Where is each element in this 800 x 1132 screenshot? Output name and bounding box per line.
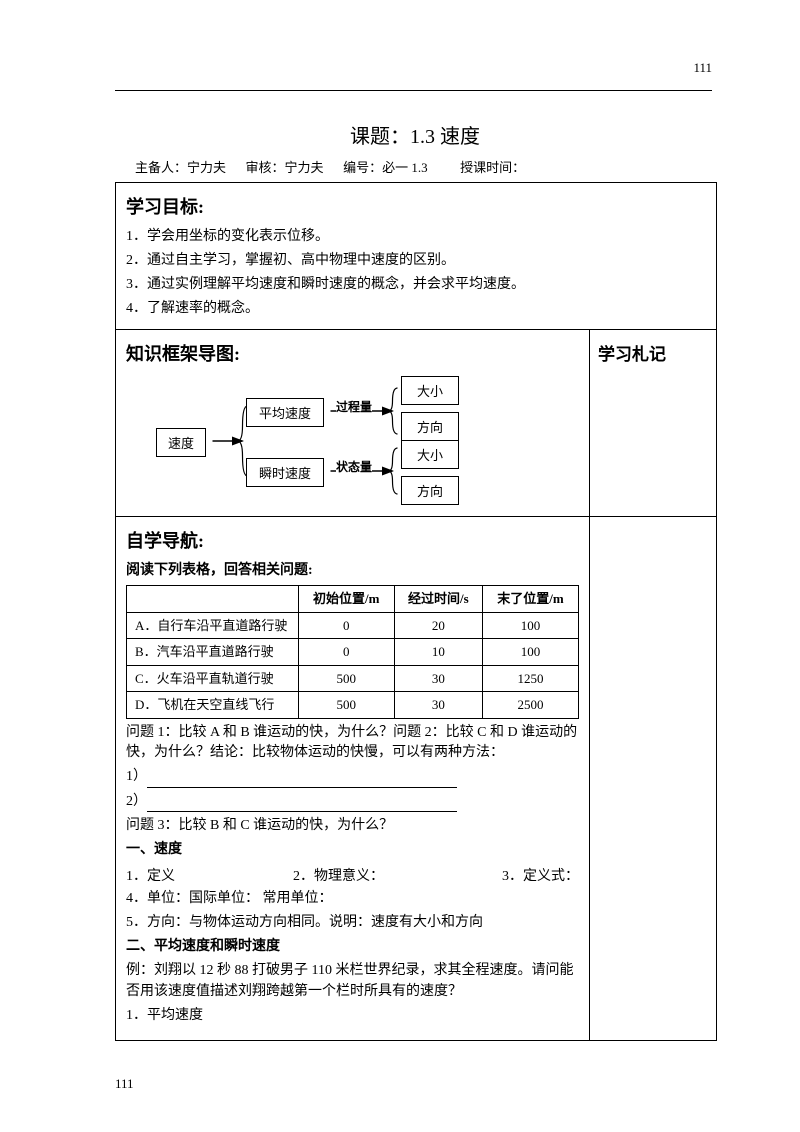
table-row: D．飞机在天空直线飞行 500 30 2500 xyxy=(127,692,579,719)
notes-column: 学习札记 xyxy=(590,330,716,516)
question-block: 问题 1：比较 A 和 B 谁运动的快，为什么？问题 2：比较 C 和 D 谁运… xyxy=(126,723,579,1027)
goals-title: 学习目标: xyxy=(126,193,706,219)
diagram-dir-2: 方向 xyxy=(401,476,459,505)
preparer-label: 主备人： xyxy=(135,160,187,175)
code-label: 编号： xyxy=(343,160,382,175)
def-3: 3．定义式： xyxy=(502,865,579,885)
table-cell: 500 xyxy=(298,665,394,692)
table-cell: 100 xyxy=(482,612,578,639)
lesson-title: 课题：1.3 速度 xyxy=(115,120,715,149)
goal-item: 2．通过自主学习，掌握初、高中物理中速度的区别。 xyxy=(126,249,706,269)
table-row: A．自行车沿平直道路行驶 0 20 100 xyxy=(127,612,579,639)
table-cell: C．火车沿平直轨道行驶 xyxy=(127,665,299,692)
goal-item: 3．通过实例理解平均速度和瞬时速度的概念，并会求平均速度。 xyxy=(126,273,706,293)
diagram-size-1: 大小 xyxy=(401,376,459,405)
diagram-dir-1: 方向 xyxy=(401,412,459,441)
diagram-process-label: 过程量 xyxy=(336,398,372,415)
table-cell: 2500 xyxy=(482,692,578,719)
concept-diagram: 速度 平均速度 瞬时速度 过程量 状态量 大小 方向 大小 方向 xyxy=(126,376,579,506)
diagram-avg: 平均速度 xyxy=(246,398,324,427)
reviewer-label: 审核： xyxy=(246,160,285,175)
data-table: 初始位置/m 经过时间/s 末了位置/m A．自行车沿平直道路行驶 0 20 1… xyxy=(126,585,579,719)
table-cell: B．汽车沿平直道路行驶 xyxy=(127,639,299,666)
table-cell: 1250 xyxy=(482,665,578,692)
table-header xyxy=(127,586,299,613)
table-header: 初始位置/m xyxy=(298,586,394,613)
goal-item: 4．了解速率的概念。 xyxy=(126,297,706,317)
diagram-inst: 瞬时速度 xyxy=(246,458,324,487)
table-cell: 0 xyxy=(298,639,394,666)
section-2-heading: 二、平均速度和瞬时速度 xyxy=(126,937,579,957)
table-cell: A．自行车沿平直道路行驶 xyxy=(127,612,299,639)
table-cell: 20 xyxy=(394,612,482,639)
page-number-bottom: 111 xyxy=(115,1076,134,1092)
fill-blank[interactable] xyxy=(147,797,457,812)
goal-item: 1．学会用坐标的变化表示位移。 xyxy=(126,225,706,245)
code: 必一 1.3 xyxy=(382,160,428,175)
reviewer: 宁力夫 xyxy=(285,160,324,175)
blank-1: 1） xyxy=(126,767,579,787)
selfnav-section: 自学导航: 阅读下列表格，回答相关问题: 初始位置/m 经过时间/s 末了位置/… xyxy=(116,517,590,1040)
table-cell: D．飞机在天空直线飞行 xyxy=(127,692,299,719)
notes-title: 学习札记 xyxy=(598,340,708,365)
notes-column-lower xyxy=(590,517,716,1040)
framework-section: 知识框架导图: xyxy=(116,330,590,516)
table-row: B．汽车沿平直道路行驶 0 10 100 xyxy=(127,639,579,666)
table-header-row: 初始位置/m 经过时间/s 末了位置/m xyxy=(127,586,579,613)
def-1: 1．定义 xyxy=(126,865,175,885)
def-5: 5．方向：与物体运动方向相同。说明：速度有大小和方向 xyxy=(126,913,579,933)
question-1-2: 问题 1：比较 A 和 B 谁运动的快，为什么？问题 2：比较 C 和 D 谁运… xyxy=(126,723,579,764)
table-header: 末了位置/m xyxy=(482,586,578,613)
meta-line: 主备人：宁力夫 审核：宁力夫 编号：必一 1.3 授课时间： xyxy=(115,157,715,176)
header-rule xyxy=(115,90,712,91)
def-4: 4．单位：国际单位： 常用单位： xyxy=(126,889,579,909)
framework-row: 知识框架导图: xyxy=(116,330,716,517)
table-cell: 10 xyxy=(394,639,482,666)
reading-title: 阅读下列表格，回答相关问题: xyxy=(126,559,579,579)
table-header: 经过时间/s xyxy=(394,586,482,613)
diagram-size-2: 大小 xyxy=(401,440,459,469)
section-1-heading: 一、速度 xyxy=(126,840,579,860)
preparer: 宁力夫 xyxy=(187,160,226,175)
diagram-root: 速度 xyxy=(156,428,206,457)
table-cell: 30 xyxy=(394,665,482,692)
time-label: 授课时间： xyxy=(460,160,525,175)
avg-speed: 1．平均速度 xyxy=(126,1006,579,1026)
definition-row: 1．定义 2．物理意义： 3．定义式： xyxy=(126,865,579,885)
goals-section: 学习目标: 1．学会用坐标的变化表示位移。 2．通过自主学习，掌握初、高中物理中… xyxy=(116,183,716,330)
table-cell: 500 xyxy=(298,692,394,719)
table-cell: 0 xyxy=(298,612,394,639)
selfnav-row: 自学导航: 阅读下列表格，回答相关问题: 初始位置/m 经过时间/s 末了位置/… xyxy=(116,517,716,1040)
table-cell: 30 xyxy=(394,692,482,719)
question-3: 问题 3：比较 B 和 C 谁运动的快，为什么？ xyxy=(126,816,579,836)
table-cell: 100 xyxy=(482,639,578,666)
table-row: C．火车沿平直轨道行驶 500 30 1250 xyxy=(127,665,579,692)
framework-title: 知识框架导图: xyxy=(126,340,240,366)
def-2: 2．物理意义： xyxy=(293,865,384,885)
selfnav-title: 自学导航: xyxy=(126,527,579,553)
blank-2: 2） xyxy=(126,792,579,812)
example-text: 例：刘翔以 12 秒 88 打破男子 110 米栏世界纪录，求其全程速度。请问能… xyxy=(126,961,579,1002)
fill-blank[interactable] xyxy=(147,773,457,788)
document-page: 111 课题：1.3 速度 主备人：宁力夫 审核：宁力夫 编号：必一 1.3 授… xyxy=(0,0,800,1132)
diagram-state-label: 状态量 xyxy=(336,458,372,475)
main-container: 学习目标: 1．学会用坐标的变化表示位移。 2．通过自主学习，掌握初、高中物理中… xyxy=(115,182,717,1041)
page-number-top: 111 xyxy=(693,60,712,76)
